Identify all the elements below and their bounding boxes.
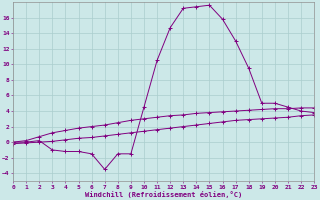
X-axis label: Windchill (Refroidissement éolien,°C): Windchill (Refroidissement éolien,°C) — [85, 191, 242, 198]
